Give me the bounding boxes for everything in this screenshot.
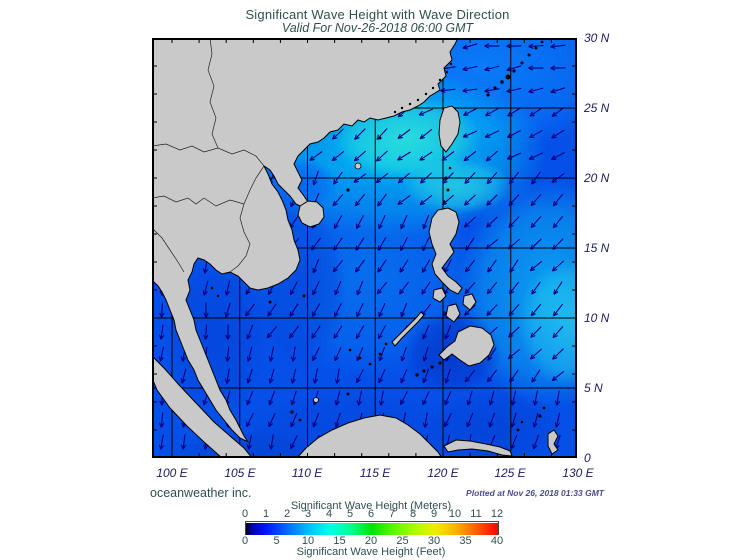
meters-tick-0: 0: [241, 508, 249, 520]
feet-tick-20: 20: [364, 535, 378, 547]
meters-tick-2: 2: [283, 508, 291, 520]
valid-time-subtitle: Valid For Nov-26-2018 06:00 GMT: [281, 21, 474, 35]
lon-label-1: 105 E: [224, 466, 256, 480]
feet-tick-0: 0: [241, 535, 249, 547]
feet-tick-25: 25: [396, 535, 409, 547]
colorbar-gradient-svg: [246, 523, 498, 535]
meters-tick-6: 6: [367, 508, 375, 520]
land-luzon: [428, 207, 463, 295]
feet-tick-10: 10: [301, 535, 315, 547]
land-halmahera: [547, 429, 559, 455]
lat-label-4: 10 N: [584, 311, 610, 325]
page-title: Significant Wave Height with Wave Direct…: [245, 7, 510, 22]
colorbar-gradient: [245, 521, 499, 535]
meters-tick-7: 7: [388, 508, 396, 520]
meters-tick-3: 3: [304, 508, 312, 520]
feet-tick-15: 15: [333, 535, 346, 547]
lat-label-3: 15 N: [584, 241, 610, 255]
meters-tick-8: 8: [409, 508, 417, 520]
land-sumatra: [152, 355, 253, 458]
feet-tick-35: 35: [459, 535, 472, 547]
lon-label-0: 100 E: [156, 466, 188, 480]
feet-tick-30: 30: [427, 535, 441, 547]
credit-text: oceanweather inc.: [150, 486, 252, 500]
land-china-indochina-malay: [152, 38, 459, 444]
land-mindoro: [432, 287, 447, 303]
land-samar: [462, 293, 477, 311]
meters-tick-1: 1: [262, 508, 270, 520]
wave-map: [152, 38, 577, 458]
meters-tick-11: 11: [470, 508, 482, 520]
feet-tick-40: 40: [490, 535, 504, 547]
colorbar-caption-feet: Significant Wave Height (Feet): [296, 546, 446, 558]
lon-label-2: 110 E: [291, 466, 323, 480]
colorbar-caption-meters: Significant Wave Height (Meters): [290, 500, 452, 512]
land-taiwan: [438, 105, 461, 153]
lon-label-6: 130 E: [562, 466, 594, 480]
meters-tick-10: 10: [448, 508, 462, 520]
lat-label-0: 30 N: [584, 31, 610, 45]
feet-tick-5: 5: [273, 535, 280, 547]
lat-label-6: 0: [584, 451, 591, 465]
meters-tick-9: 9: [430, 508, 438, 520]
lon-label-5: 125 E: [494, 466, 526, 480]
land-borneo: [296, 414, 443, 458]
land-palawan: [391, 311, 425, 347]
plotted-at-text: Plotted at Nov 26, 2018 01:33 GMT: [466, 488, 604, 498]
land-panay: [445, 303, 461, 323]
lon-label-3: 115 E: [359, 466, 391, 480]
lat-label-2: 20 N: [584, 171, 610, 185]
land-hainan: [297, 200, 325, 228]
land-mindanao: [438, 325, 495, 367]
lat-label-1: 25 N: [584, 101, 610, 115]
lon-label-4: 120 E: [427, 466, 459, 480]
meters-tick-12: 12: [490, 508, 504, 520]
meters-tick-4: 4: [325, 508, 333, 520]
meters-tick-5: 5: [346, 508, 354, 520]
lat-label-5: 5 N: [584, 381, 603, 395]
